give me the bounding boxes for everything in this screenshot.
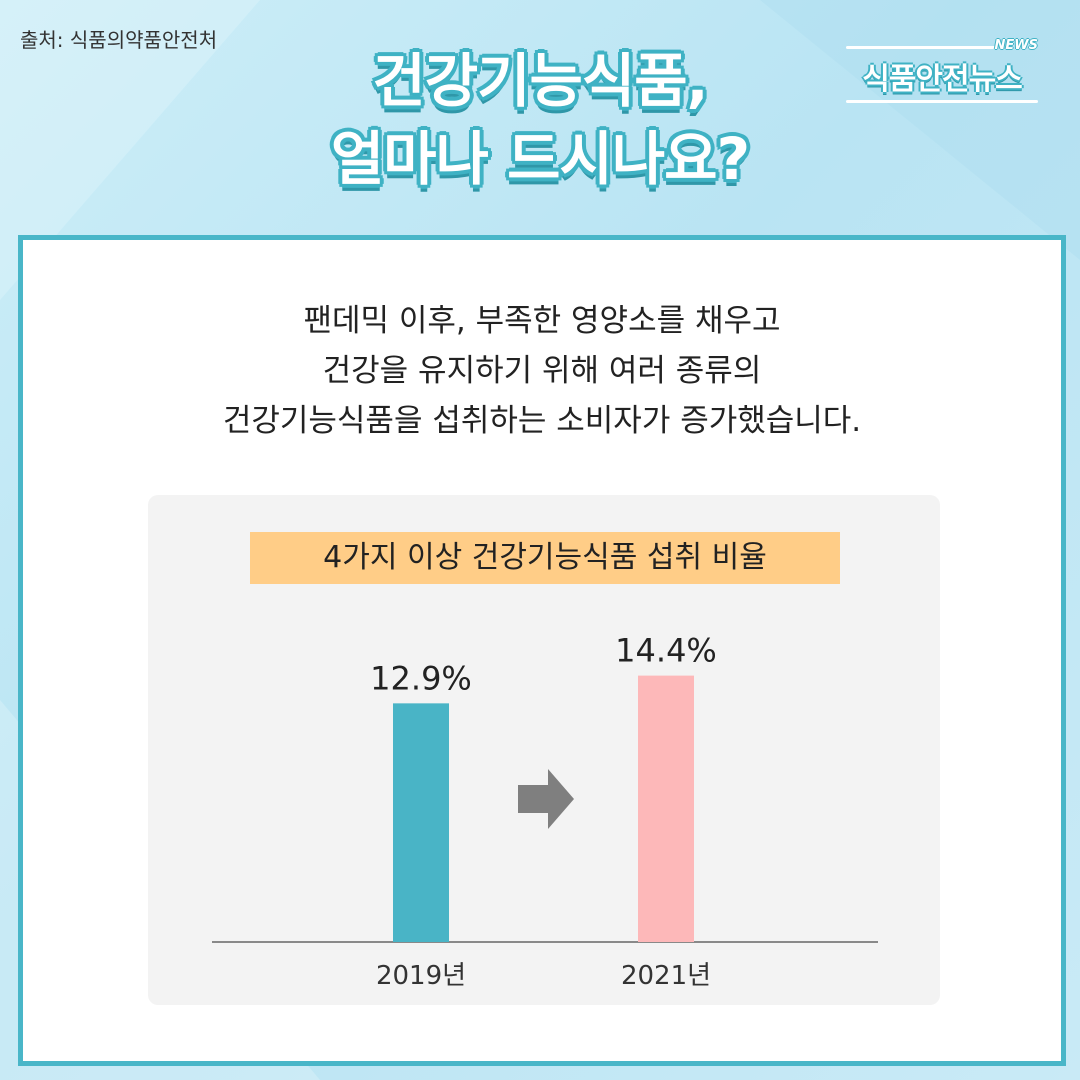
intro-line-3: 건강기능식품을 섭취하는 소비자가 증가했습니다. bbox=[222, 403, 862, 439]
arrow-right-icon bbox=[518, 769, 574, 829]
bar-2019년 bbox=[393, 703, 449, 942]
intro-line-2: 건강을 유지하기 위해 여러 종류의 bbox=[322, 353, 762, 389]
bar-2021년 bbox=[638, 675, 694, 942]
chart-panel: 4가지 이상 건강기능식품 섭취 비율 12.9% 2019년 14.4% 2021년 bbox=[148, 495, 940, 1005]
intro-line-1: 팬데믹 이후, 부족한 영양소를 채우고 bbox=[303, 303, 781, 339]
brand-logo: NEWS 식품안전뉴스 bbox=[842, 38, 1042, 108]
title-line-2: 얼마나 드시나요? bbox=[330, 125, 750, 193]
logo-top-line bbox=[846, 46, 996, 49]
logo-bottom-line bbox=[846, 100, 1038, 103]
chart-title: 4가지 이상 건강기능식품 섭취 비율 bbox=[250, 532, 840, 584]
bar-chart: 12.9% 2019년 14.4% 2021년 bbox=[212, 632, 878, 991]
page-title: 건강기능식품, 얼마나 드시나요? bbox=[0, 42, 1080, 198]
data-label-2019년: 12.9% bbox=[370, 659, 472, 697]
logo-text: 식품안전뉴스 bbox=[862, 62, 1023, 97]
x-tick-label-2021년: 2021년 bbox=[621, 961, 711, 991]
content-card: 팬데믹 이후, 부족한 영양소를 채우고 건강을 유지하기 위해 여러 종류의 … bbox=[18, 235, 1066, 1066]
source-credit: 출처: 식품의약품안전처 bbox=[20, 28, 218, 52]
data-label-2021년: 14.4% bbox=[615, 632, 717, 670]
title-line-1: 건강기능식품, bbox=[372, 47, 708, 115]
intro-text: 팬데믹 이후, 부족한 영양소를 채우고 건강을 유지하기 위해 여러 종류의 … bbox=[23, 296, 1061, 446]
logo-news-tag: NEWS bbox=[994, 38, 1038, 53]
x-tick-label-2019년: 2019년 bbox=[376, 961, 466, 991]
